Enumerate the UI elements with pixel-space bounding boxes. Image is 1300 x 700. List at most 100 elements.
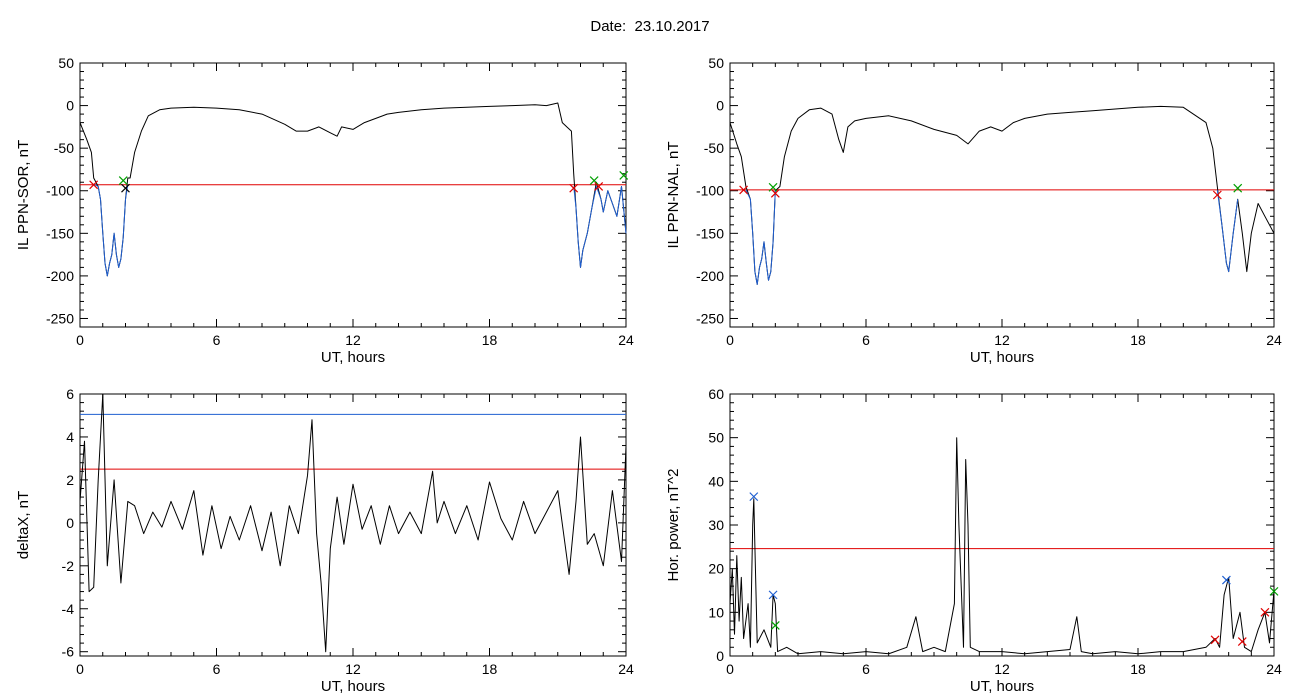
x-tick-label: 12	[345, 661, 361, 677]
x-tick-label: 6	[862, 661, 870, 677]
x-tick-label: 0	[76, 661, 84, 677]
chart-panel-2: 0 6 12 18 24 50 0 -50 -100 -150 -200 -250 UT, hours I…	[665, 55, 1282, 366]
y-axis-label: IL PPN-NAL, nT	[665, 142, 682, 249]
y-tick-label: 6	[66, 386, 74, 402]
y-tick-label: -250	[46, 310, 74, 326]
x-axis-label: UT, hours	[321, 349, 385, 366]
y-tick-label: 30	[708, 517, 724, 533]
page-title: Date: 23.10.2017	[590, 18, 710, 35]
series-line-3	[573, 186, 627, 268]
cross-marker	[768, 182, 778, 192]
y-axis-label: deltaX, nT	[15, 491, 32, 559]
y-tick-label: 50	[708, 430, 724, 446]
cross-marker	[569, 183, 579, 193]
plot-frame	[79, 62, 627, 328]
cross-marker	[739, 185, 749, 195]
x-tick-label: 18	[482, 332, 498, 348]
cross-marker-stroke	[89, 180, 99, 190]
cross-marker	[594, 182, 604, 191]
cross-marker-stroke	[118, 176, 128, 185]
chart-panel-1: 0 6 12 18 24 50 0 -50 -100 -150 -200 -250 UT, hours I…	[15, 55, 634, 366]
cross-marker-stroke	[1260, 607, 1270, 617]
x-tick-label: 24	[618, 661, 634, 677]
y-tick-label: -150	[46, 225, 74, 241]
x-tick-label: 0	[726, 332, 734, 348]
cross-marker	[1269, 586, 1279, 596]
plot-frame	[729, 62, 1275, 328]
y-tick-label: 60	[708, 386, 724, 402]
cross-marker-stroke	[589, 176, 599, 185]
y-tick-label: -100	[696, 183, 724, 199]
x-tick-label: 0	[726, 661, 734, 677]
y-tick-label: 0	[66, 98, 74, 114]
series-line-3	[1216, 189, 1239, 273]
cross-marker	[1237, 637, 1247, 647]
cross-marker-stroke	[768, 590, 778, 600]
y-tick-label: 20	[708, 561, 724, 577]
cross-marker	[118, 176, 128, 185]
cross-marker-stroke	[770, 188, 780, 198]
cross-marker	[1260, 607, 1270, 617]
y-tick-label: 0	[66, 515, 74, 531]
y-tick-label: -4	[62, 601, 75, 617]
cross-marker	[768, 590, 778, 600]
x-tick-label: 6	[862, 332, 870, 348]
cross-marker-stroke	[1210, 635, 1220, 645]
y-axis-label: IL PPN-SOR, nT	[15, 140, 32, 250]
y-tick-label: -6	[62, 644, 75, 660]
y-tick-label: -50	[54, 140, 74, 156]
cross-marker-stroke	[1221, 575, 1231, 585]
cross-marker	[89, 180, 99, 190]
y-tick-label: 40	[708, 473, 724, 489]
cross-marker-stroke	[1233, 183, 1243, 193]
cross-marker-stroke	[1237, 637, 1247, 647]
x-axis-label: UT, hours	[970, 678, 1034, 695]
x-tick-label: 18	[482, 661, 498, 677]
series-line-1	[729, 437, 1275, 655]
cross-marker-stroke	[768, 182, 778, 192]
cross-marker-stroke	[770, 621, 780, 630]
cross-marker-stroke	[619, 170, 629, 180]
cross-marker	[770, 621, 780, 630]
cross-marker-stroke	[739, 185, 749, 195]
y-tick-label: 50	[708, 55, 724, 71]
cross-marker	[121, 183, 130, 193]
cross-marker	[1212, 190, 1222, 200]
y-tick-label: -150	[696, 225, 724, 241]
y-tick-label: -2	[62, 558, 75, 574]
cross-marker	[1233, 183, 1243, 193]
x-tick-label: 6	[213, 661, 221, 677]
cross-marker-stroke	[569, 183, 579, 193]
x-axis-label: UT, hours	[321, 678, 385, 695]
series-line-1	[79, 393, 627, 653]
y-tick-label: -50	[704, 140, 724, 156]
series-line-1	[79, 102, 627, 277]
y-tick-label: -250	[696, 310, 724, 326]
cross-marker-stroke	[1212, 190, 1222, 200]
x-axis-label: UT, hours	[970, 349, 1034, 366]
y-tick-label: -100	[46, 183, 74, 199]
cross-marker	[749, 492, 759, 502]
y-axis-label: Hor. power, nT^2	[665, 469, 682, 582]
x-tick-label: 12	[345, 332, 361, 348]
x-tick-label: 24	[1266, 661, 1282, 677]
y-tick-label: 0	[716, 98, 724, 114]
x-tick-label: 18	[1130, 332, 1146, 348]
x-tick-label: 18	[1130, 661, 1146, 677]
cross-marker	[1221, 575, 1231, 585]
cross-marker	[770, 188, 780, 198]
y-tick-label: -200	[696, 268, 724, 284]
series-line-1	[729, 105, 1275, 285]
plot-frame	[729, 393, 1275, 657]
cross-marker	[589, 176, 599, 185]
x-tick-label: 0	[76, 332, 84, 348]
y-tick-label: 50	[58, 55, 74, 71]
x-tick-label: 6	[213, 332, 221, 348]
series-line-2	[745, 189, 776, 285]
cross-marker	[1210, 635, 1220, 645]
cross-marker-stroke	[121, 183, 130, 193]
x-tick-label: 12	[994, 332, 1010, 348]
cross-marker	[619, 170, 629, 180]
cross-marker-stroke	[749, 492, 759, 502]
